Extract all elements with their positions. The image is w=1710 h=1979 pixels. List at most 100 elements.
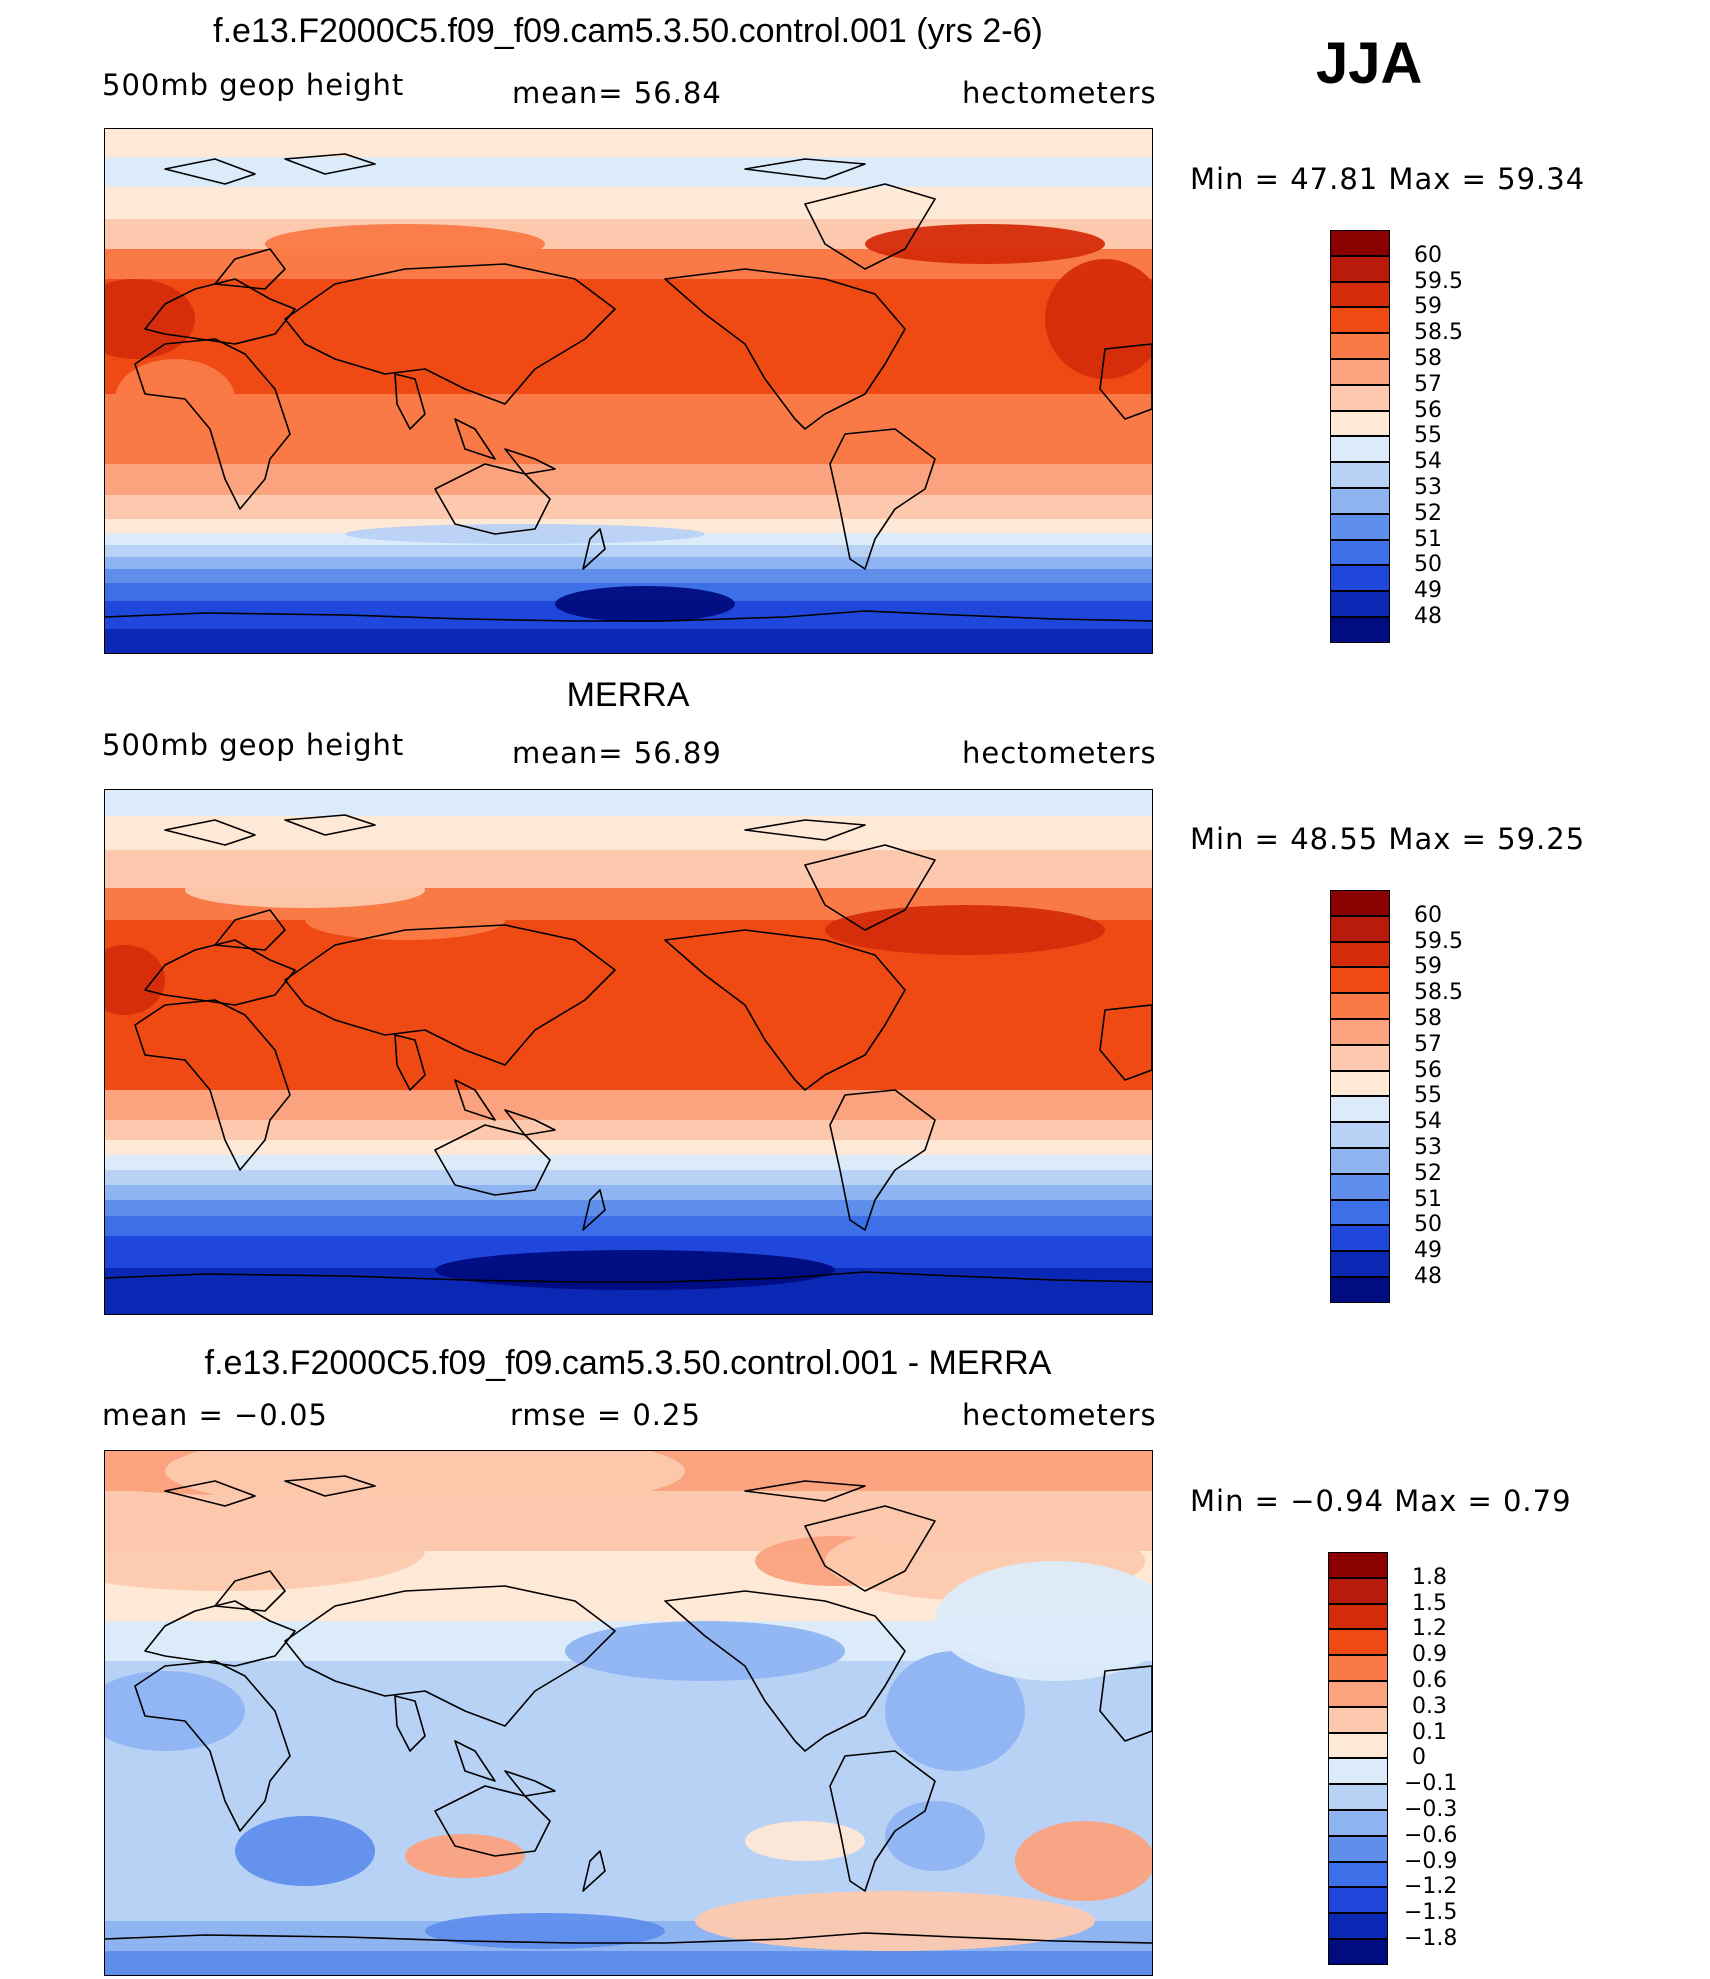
colorbar-swatch bbox=[1330, 890, 1390, 916]
colorbar-swatch bbox=[1328, 1552, 1388, 1578]
coastline bbox=[1099, 343, 1152, 420]
colorbar-tick-label: 0.9 bbox=[1412, 1642, 1447, 1668]
colorbar-swatch bbox=[1330, 1044, 1390, 1071]
colorbar-tick-label: −1.2 bbox=[1404, 1874, 1458, 1900]
colorbar-swatch bbox=[1328, 1732, 1388, 1759]
field-band bbox=[105, 569, 1152, 584]
colorbar-swatch bbox=[1330, 915, 1390, 942]
colorbar-swatch bbox=[1330, 230, 1390, 256]
panel-model-units-label: hectometers bbox=[962, 76, 1157, 110]
colorbar-swatch bbox=[1328, 1835, 1388, 1862]
colorbar-tick-label: 58.5 bbox=[1414, 320, 1463, 346]
coastline bbox=[664, 929, 906, 1091]
colorbar-swatch bbox=[1330, 307, 1390, 334]
coastline bbox=[664, 1590, 906, 1752]
colorbar-swatch bbox=[1330, 488, 1390, 514]
panel-obs-map bbox=[104, 789, 1153, 1315]
coastline bbox=[454, 1079, 556, 1136]
colorbar-tick-label: 51 bbox=[1414, 1186, 1442, 1212]
colorbar-swatch bbox=[1328, 1887, 1388, 1914]
colorbar-swatch bbox=[1328, 1629, 1388, 1656]
colorbar-tick-label: 52 bbox=[1414, 500, 1442, 526]
panel-model-minmax: Min = 47.81 Max = 59.34 bbox=[1190, 162, 1586, 196]
coastline bbox=[804, 1505, 936, 1592]
colorbar-tick-label: −0.3 bbox=[1404, 1797, 1458, 1822]
colorbar-tick-label: 60 bbox=[1414, 242, 1442, 268]
colorbar-swatch bbox=[1328, 1655, 1388, 1681]
panel-diff-map bbox=[104, 1450, 1153, 1976]
coastline bbox=[105, 1932, 1152, 1944]
colorbar-swatch bbox=[1328, 1577, 1388, 1604]
coastline bbox=[829, 1750, 936, 1892]
field-band bbox=[105, 557, 1152, 570]
colorbar-swatch bbox=[1328, 1681, 1388, 1707]
coastline bbox=[582, 528, 606, 570]
colorbar-tick-label: 55 bbox=[1414, 1083, 1442, 1109]
coastline bbox=[804, 844, 936, 931]
colorbar-swatch bbox=[1328, 1784, 1388, 1810]
colorbar-tick-label: 48 bbox=[1414, 604, 1442, 629]
field-anomaly-blob bbox=[555, 586, 735, 622]
colorbar-tick-label: 59.5 bbox=[1414, 268, 1463, 294]
field-anomaly-blob bbox=[235, 1816, 375, 1886]
panel-obs-units-label: hectometers bbox=[962, 736, 1157, 770]
field-anomaly-blob bbox=[435, 1250, 835, 1290]
panel-obs-variable-label: 500mb geop height bbox=[102, 728, 405, 762]
panel-model-title: f.e13.F2000C5.f09_f09.cam5.3.50.control.… bbox=[213, 12, 1043, 50]
coastline bbox=[394, 1695, 426, 1752]
field-band bbox=[105, 629, 1152, 653]
colorbar-tick-label: 54 bbox=[1414, 449, 1442, 475]
field-anomaly-blob bbox=[185, 872, 425, 908]
panel-model-variable-label: 500mb geop height bbox=[102, 68, 405, 102]
colorbar-tick-label: 0.6 bbox=[1412, 1668, 1447, 1693]
field-anomaly-blob bbox=[265, 224, 545, 264]
colorbar-swatch bbox=[1330, 967, 1390, 994]
coastline bbox=[394, 373, 426, 430]
coastline bbox=[664, 268, 906, 430]
coastline bbox=[214, 1570, 286, 1612]
coastline bbox=[454, 418, 556, 475]
season-label: JJA bbox=[1316, 31, 1423, 96]
coastline-overlay bbox=[105, 153, 1152, 622]
field-anomaly-blob bbox=[1015, 1821, 1152, 1901]
field-band bbox=[105, 464, 1152, 496]
colorbar-swatch bbox=[1330, 591, 1390, 617]
panel-diff-colorbar: 1.8 1.5 1.2 0.9 0.6 0.3 0.1 0 −0.1 −0.3 −0.6 −0.9 −1… bbox=[1328, 1552, 1488, 1967]
field-band bbox=[105, 1185, 1152, 1201]
coastline bbox=[164, 153, 866, 185]
colorbar-swatch bbox=[1330, 1148, 1390, 1174]
colorbar-tick-label: 57 bbox=[1414, 1031, 1442, 1057]
field-anomaly-blob bbox=[865, 224, 1105, 264]
colorbar-tick-label: 53 bbox=[1414, 1135, 1442, 1160]
panel-model-mean-label: mean= 56.84 bbox=[512, 76, 722, 110]
coastline bbox=[829, 428, 936, 570]
colorbar-tick-label: 60 bbox=[1414, 902, 1442, 928]
colorbar-tick-label: 58 bbox=[1414, 346, 1442, 371]
panel-diff-title: f.e13.F2000C5.f09_f09.cam5.3.50.control.… bbox=[204, 1344, 1052, 1382]
colorbar-swatch bbox=[1328, 1861, 1388, 1888]
colorbar-swatch bbox=[1330, 1019, 1390, 1045]
panel-diff-mean-label: mean = −0.05 bbox=[102, 1398, 328, 1432]
panel-obs-map-svg bbox=[105, 790, 1152, 1314]
field-band bbox=[105, 1216, 1152, 1237]
field-band bbox=[105, 1200, 1152, 1217]
field-band bbox=[105, 157, 1152, 188]
coastline bbox=[434, 1124, 551, 1196]
colorbar-swatch bbox=[1330, 384, 1390, 411]
colorbar-swatch bbox=[1330, 941, 1390, 968]
colorbar-tick-label: −1.8 bbox=[1404, 1926, 1458, 1951]
panel-model-map-svg bbox=[105, 129, 1152, 653]
coastline bbox=[105, 610, 1152, 622]
colorbar-tick-label: 59.5 bbox=[1414, 928, 1463, 954]
coastline bbox=[829, 1089, 936, 1231]
colorbar-tick-label: 1.8 bbox=[1412, 1564, 1447, 1590]
field-band bbox=[105, 1951, 1152, 1975]
colorbar-swatch bbox=[1328, 1913, 1388, 1939]
panel-diff-minmax: Min = −0.94 Max = 0.79 bbox=[1190, 1484, 1572, 1518]
coastline bbox=[144, 939, 296, 1006]
colorbar-swatch bbox=[1330, 513, 1390, 540]
coastline-overlay bbox=[105, 814, 1152, 1283]
colorbar-swatch bbox=[1330, 993, 1390, 1019]
field-band bbox=[105, 1155, 1152, 1171]
colorbar-tick-label: 53 bbox=[1414, 475, 1442, 500]
